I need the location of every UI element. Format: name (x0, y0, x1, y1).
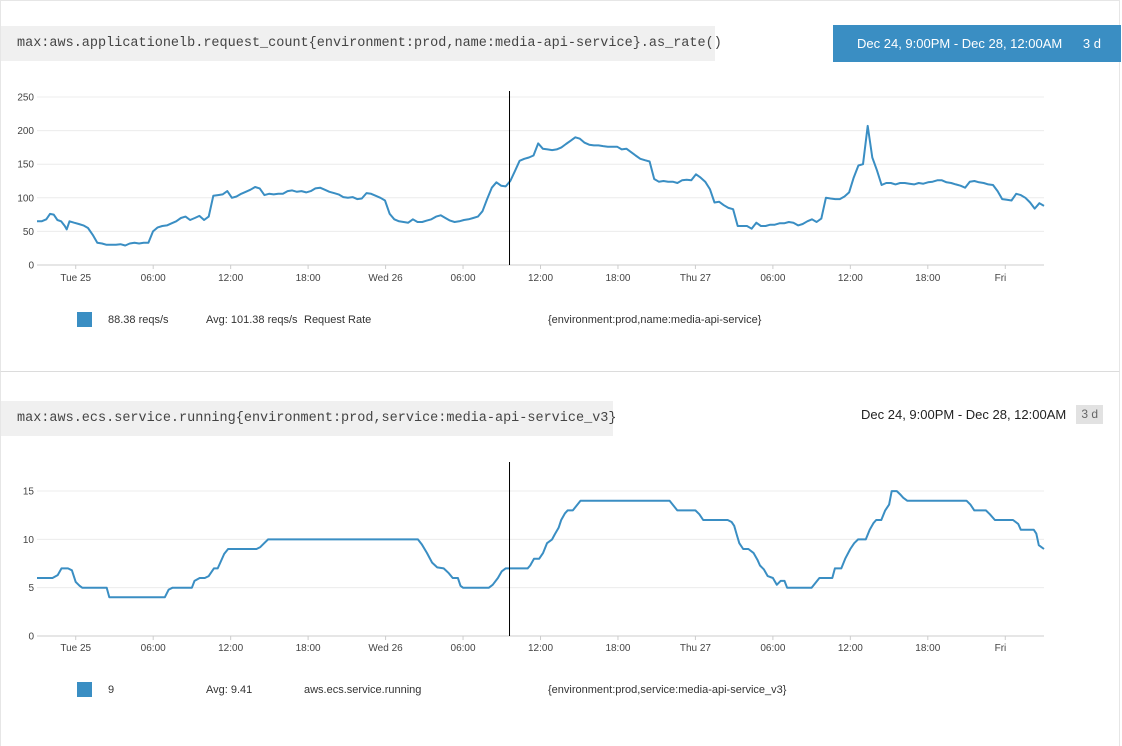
running-tasks-chart[interactable]: 0 5 10 15 Tue 25 06:00 12:00 18:00 Wed 26 06:00 12… (1, 372, 1121, 672)
x-tick-label: Tue 25 (60, 273, 91, 284)
y-tick-label: 10 (23, 535, 35, 546)
x-tick-label: Thu 27 (680, 643, 712, 654)
legend-scope: {environment:prod,service:media-api-serv… (548, 684, 787, 696)
x-tick-label: Thu 27 (680, 273, 712, 284)
x-tick-label: 12:00 (218, 643, 243, 654)
running-tasks-panel: max:aws.ecs.service.running{environment:… (0, 372, 1120, 746)
request-rate-panel: max:aws.applicationelb.request_count{env… (0, 0, 1121, 372)
legend-scope: {environment:prod,name:media-api-service… (548, 314, 762, 326)
time-range-label: Dec 24, 9:00PM - Dec 28, 12:00AM (861, 407, 1067, 422)
series-line (37, 490, 1045, 599)
legend-series-name: Request Rate (304, 314, 372, 326)
x-tick-label: 18:00 (605, 273, 630, 284)
metric-query[interactable]: max:aws.applicationelb.request_count{env… (1, 26, 722, 61)
y-tick-label: 15 (23, 487, 35, 498)
x-tick-label: 06:00 (760, 273, 785, 284)
x-tick-label: 12:00 (218, 273, 243, 284)
y-tick-label: 50 (23, 227, 35, 238)
legend-current-value: 9 (108, 684, 115, 696)
x-tick-label: Wed 26 (368, 643, 403, 654)
request-rate-chart[interactable]: 0 50 100 150 200 250 Tue 25 06:00 12:00 18:00 Wed … (1, 1, 1121, 301)
x-tick-label: 18:00 (915, 273, 940, 284)
x-tick-label: Tue 25 (60, 643, 91, 654)
legend-average: Avg: 9.41 (206, 684, 253, 696)
series-color-swatch (77, 682, 92, 697)
series-line (37, 124, 1045, 247)
x-tick-label: 18:00 (605, 643, 630, 654)
x-tick-label: 18:00 (296, 643, 321, 654)
x-tick-label: 06:00 (451, 273, 476, 284)
x-tick-label: 12:00 (838, 643, 863, 654)
x-tick-label: 12:00 (838, 273, 863, 284)
x-tick-label: 06:00 (141, 643, 166, 654)
x-tick-label: 18:00 (915, 643, 940, 654)
legend-average: Avg: 101.38 reqs/s (206, 314, 298, 326)
x-tick-label: 06:00 (451, 643, 476, 654)
x-tick-label: Fri (995, 643, 1007, 654)
y-tick-label: 250 (17, 93, 34, 104)
time-range-duration: 3 d (1076, 405, 1103, 424)
chart-legend: 9 Avg: 9.41 aws.ecs.service.running {env… (1, 680, 1121, 700)
time-range-selector[interactable]: Dec 24, 9:00PM - Dec 28, 12:00AM 3 d (833, 25, 1121, 62)
x-tick-label: Fri (995, 273, 1007, 284)
y-tick-label: 0 (28, 261, 34, 272)
y-tick-label: 0 (28, 632, 34, 643)
legend-series-name: aws.ecs.service.running (304, 684, 422, 696)
time-range-label: Dec 24, 9:00PM - Dec 28, 12:00AM (857, 36, 1063, 51)
y-tick-label: 150 (17, 160, 34, 171)
x-tick-label: 12:00 (528, 273, 553, 284)
y-tick-label: 5 (28, 583, 34, 594)
x-tick-label: 12:00 (528, 643, 553, 654)
chart-legend: 88.38 reqs/s Avg: 101.38 reqs/s Request … (1, 310, 1121, 330)
x-tick-label: Wed 26 (368, 273, 403, 284)
series-color-swatch (77, 312, 92, 327)
time-range-duration: 3 d (1082, 36, 1101, 51)
x-tick-label: 06:00 (760, 643, 785, 654)
legend-current-value: 88.38 reqs/s (108, 314, 169, 326)
x-tick-label: 06:00 (141, 273, 166, 284)
x-tick-label: 18:00 (296, 273, 321, 284)
y-tick-label: 100 (17, 193, 34, 204)
y-tick-label: 200 (17, 126, 34, 137)
time-range-selector[interactable]: Dec 24, 9:00PM - Dec 28, 12:00AM 3 d (849, 396, 1117, 433)
metric-query[interactable]: max:aws.ecs.service.running{environment:… (1, 401, 617, 436)
